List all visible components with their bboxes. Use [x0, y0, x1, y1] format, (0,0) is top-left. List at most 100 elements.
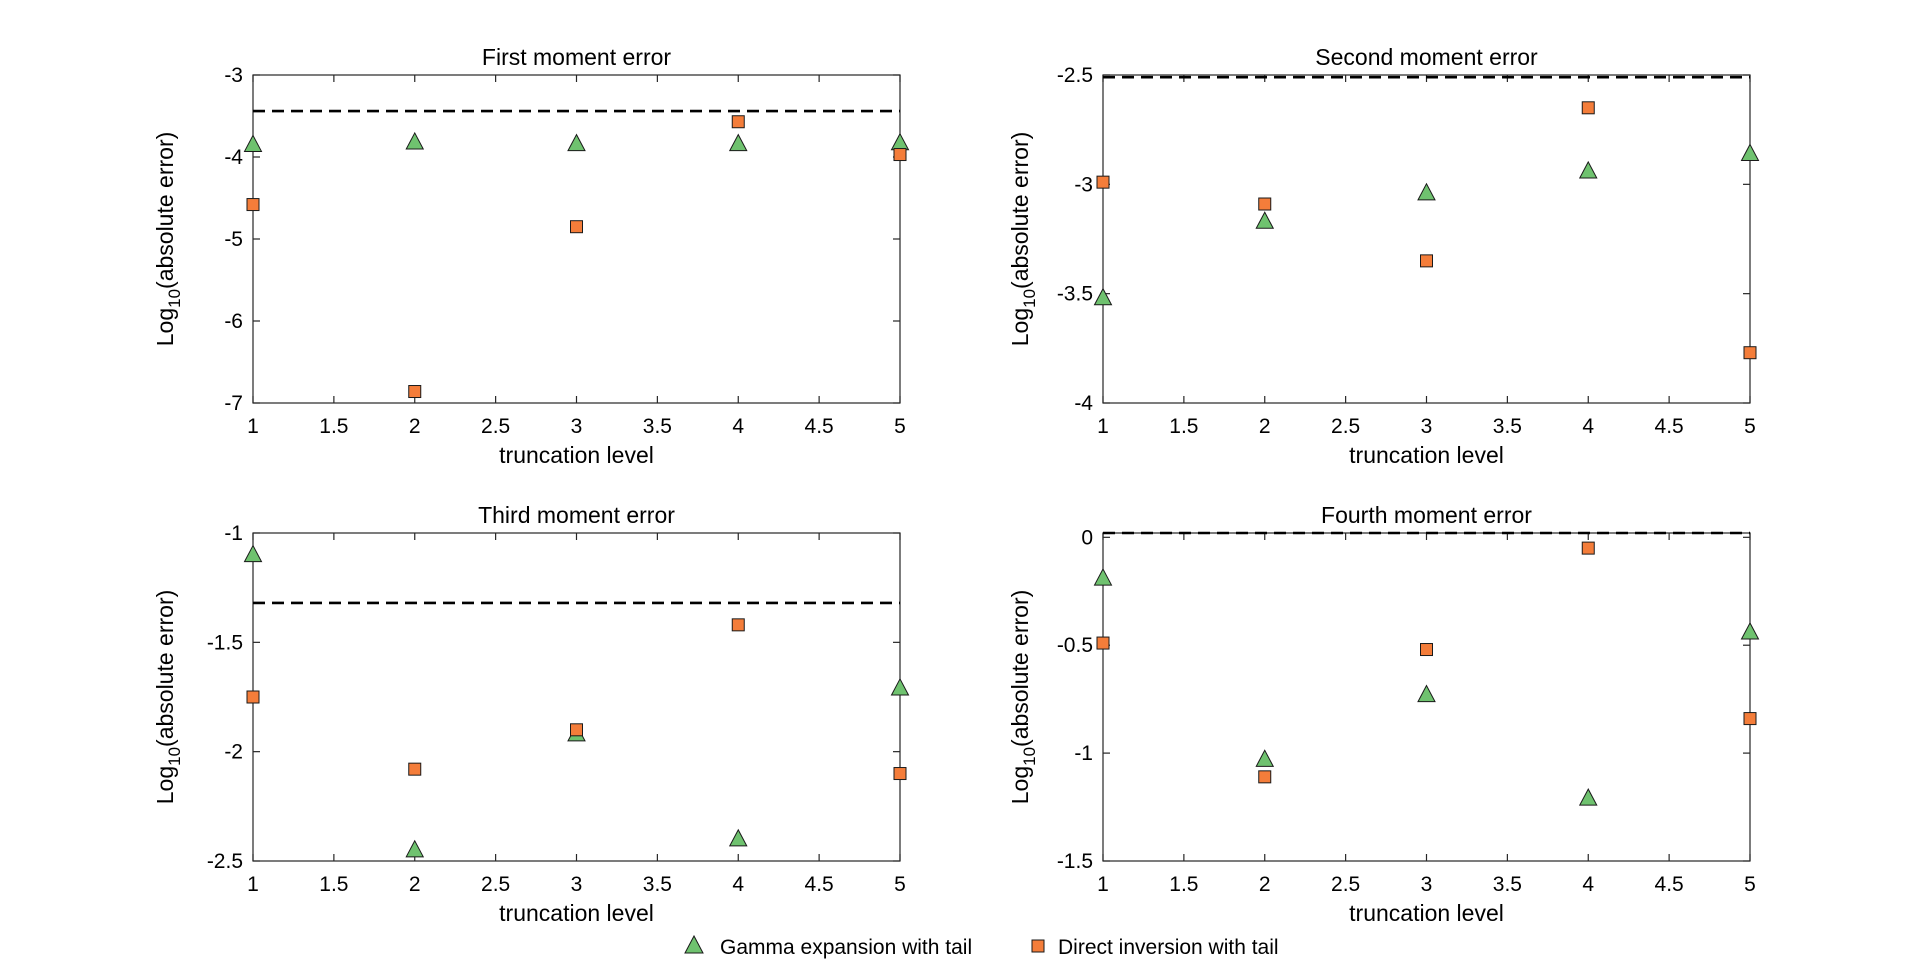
x-tick-label: 2.5: [1331, 415, 1360, 438]
y-axis-label: Log10(absolute error): [152, 132, 184, 347]
x-tick-label: 1: [1097, 415, 1109, 438]
direct-inversion-point: [1258, 197, 1272, 211]
gamma-expansion-point: [405, 839, 425, 858]
direct-inversion-point: [1743, 346, 1757, 360]
gamma-expansion-point: [1740, 621, 1760, 640]
legend-label-direct: Direct inversion with tail: [1058, 936, 1279, 959]
y-tick-label: -1.5: [207, 631, 243, 654]
x-tick-label: 2: [409, 873, 421, 896]
x-tick-label: 5: [1744, 415, 1756, 438]
x-tick-label: 3.5: [1493, 415, 1522, 438]
x-tick-label: 3.5: [643, 873, 672, 896]
direct-inversion-point: [893, 148, 907, 162]
y-tick-label: -2: [224, 741, 243, 764]
x-tick-label: 1.5: [1169, 873, 1198, 896]
x-tick-label: 3: [1421, 415, 1433, 438]
y-tick-label: -6: [224, 310, 243, 333]
x-tick-label: 3.5: [1493, 873, 1522, 896]
x-tick-label: 5: [1744, 873, 1756, 896]
y-axis-label-log: Log: [152, 308, 178, 346]
x-tick-label: 2: [1259, 415, 1271, 438]
legend-label-gamma: Gamma expansion with tail: [720, 936, 972, 959]
direct-inversion-point: [408, 762, 422, 776]
x-tick-label: 2.5: [1331, 873, 1360, 896]
chart-title: First moment error: [482, 44, 671, 70]
x-tick-label: 1: [247, 873, 259, 896]
y-tick-label: 0: [1081, 526, 1093, 549]
x-tick-label: 4.5: [805, 415, 834, 438]
y-axis-label: Log10(absolute error): [1007, 132, 1039, 347]
x-tick-label: 4.5: [805, 873, 834, 896]
y-axis-label-rest: (absolute error): [152, 132, 178, 289]
gamma-expansion-point: [1255, 211, 1275, 229]
direct-inversion-point: [731, 115, 745, 129]
x-tick-label: 3.5: [643, 415, 672, 438]
y-tick-label: -4: [224, 146, 243, 169]
y-axis-label-subscript: 10: [165, 747, 184, 766]
x-tick-label: 4.5: [1655, 415, 1684, 438]
x-tick-label: 1.5: [319, 873, 348, 896]
gamma-expansion-point: [1255, 749, 1275, 767]
x-tick-label: 2.5: [481, 873, 510, 896]
y-axis-label-rest: (absolute error): [1007, 590, 1033, 747]
direct-inversion-point: [1420, 254, 1433, 268]
direct-inversion-point: [1581, 101, 1595, 115]
y-tick-label: -7: [224, 392, 243, 415]
y-tick-label: -1: [1074, 742, 1093, 765]
gamma-expansion-point: [1093, 567, 1113, 586]
gamma-expansion-point: [405, 131, 425, 150]
chart-title: Fourth moment error: [1321, 502, 1532, 528]
y-tick-label: -1: [224, 522, 243, 545]
gamma-expansion-point: [243, 544, 263, 563]
y-tick-label: -1.5: [1057, 850, 1093, 873]
x-axis-label: truncation level: [499, 900, 654, 926]
gamma-expansion-point: [1417, 182, 1436, 201]
x-tick-label: 1: [247, 415, 259, 438]
y-axis-label: Log10(absolute error): [152, 590, 184, 805]
y-tick-label: -3: [224, 64, 243, 87]
y-axis-label-subscript: 10: [1020, 289, 1039, 308]
direct-inversion-point: [893, 767, 907, 781]
y-tick-label: -0.5: [1057, 634, 1093, 657]
x-tick-label: 5: [894, 873, 906, 896]
subplot-4: 1 1.5 2 2.5 3 3.5 4 4.5 5 -1.5 -1 -0.5 0 Fourth momen…: [1007, 502, 1760, 926]
y-tick-label: -3.5: [1057, 283, 1093, 306]
direct-inversion-point: [1743, 712, 1757, 726]
direct-inversion-point: [408, 385, 422, 399]
x-tick-label: 4: [732, 415, 744, 438]
x-tick-label: 4.5: [1655, 873, 1684, 896]
direct-inversion-point: [1096, 636, 1110, 650]
x-tick-label: 1.5: [1169, 415, 1198, 438]
x-tick-label: 2: [409, 415, 421, 438]
plot-area: [252, 532, 901, 862]
x-tick-label: 2.5: [481, 415, 510, 438]
direct-inversion-point: [1096, 175, 1110, 189]
x-tick-label: 1: [1097, 873, 1109, 896]
direct-inversion-point: [1581, 541, 1595, 555]
x-tick-label: 4: [1582, 415, 1594, 438]
gamma-expansion-point: [1740, 143, 1760, 161]
direct-inversion-point: [570, 723, 583, 737]
y-tick-label: -3: [1074, 173, 1093, 196]
x-tick-label: 4: [732, 873, 744, 896]
x-tick-label: 5: [894, 415, 906, 438]
direct-inversion-point: [246, 198, 260, 212]
direct-inversion-point: [570, 220, 583, 234]
y-tick-label: -2.5: [1057, 64, 1093, 87]
y-axis-label: Log10(absolute error): [1007, 590, 1039, 805]
direct-inversion-point: [731, 618, 745, 632]
y-axis-label-subscript: 10: [1020, 747, 1039, 766]
legend-square-icon: [1031, 939, 1045, 953]
y-axis-label-log: Log: [152, 766, 178, 804]
x-tick-label: 3: [571, 873, 583, 896]
x-tick-label: 2: [1259, 873, 1271, 896]
y-axis-label-rest: (absolute error): [152, 590, 178, 747]
x-tick-label: 3: [571, 415, 583, 438]
legend: Gamma expansion with tail Direct inversio…: [684, 934, 1279, 959]
x-tick-label: 3: [1421, 873, 1433, 896]
plot-area: [252, 74, 901, 404]
y-axis-label-subscript: 10: [165, 289, 184, 308]
gamma-expansion-point: [728, 133, 748, 152]
gamma-expansion-point: [1417, 684, 1436, 703]
